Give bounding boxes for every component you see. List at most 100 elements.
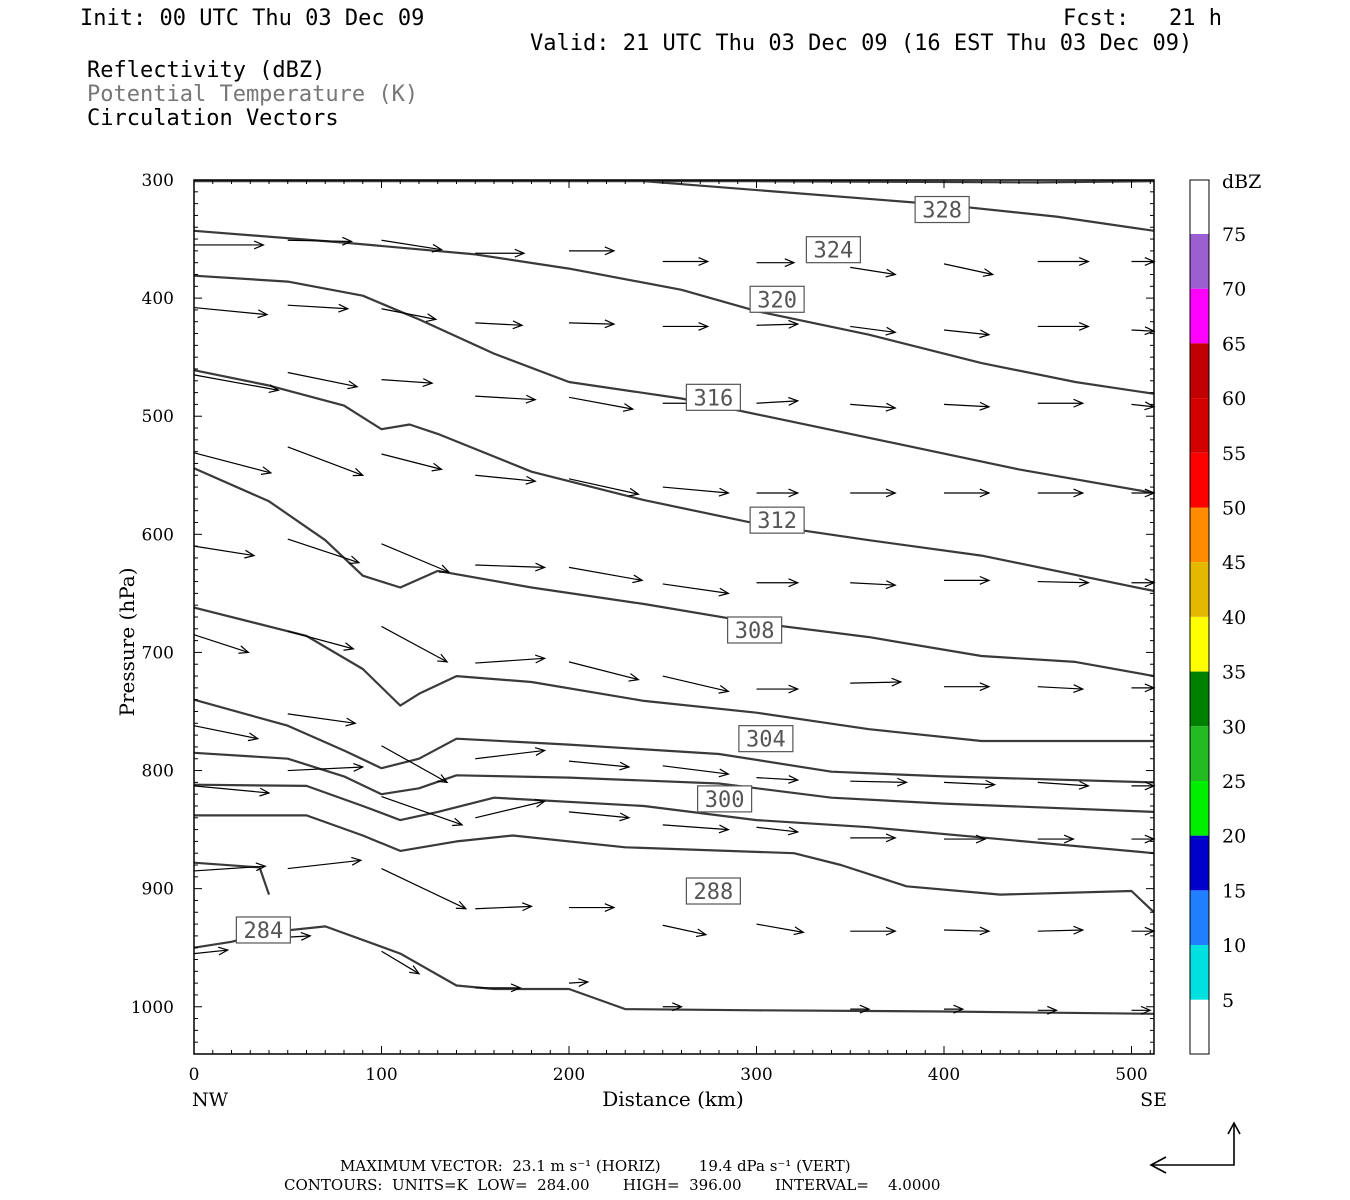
y-tick-label: 400 bbox=[142, 289, 174, 309]
wind-vector bbox=[193, 452, 273, 475]
wind-vector-head bbox=[787, 826, 800, 836]
wind-vector-shaft bbox=[850, 681, 901, 684]
contour-label-box bbox=[749, 506, 805, 534]
colorbar-label: 40 bbox=[1222, 607, 1246, 629]
wind-vector-head bbox=[982, 268, 995, 277]
contour-label: 320 bbox=[749, 285, 805, 313]
wind-vector-head bbox=[979, 401, 991, 411]
contour-label-text: 312 bbox=[757, 509, 797, 534]
wind-vector bbox=[1037, 834, 1075, 844]
isentrope-line bbox=[193, 925, 1155, 1015]
wind-vector-head bbox=[534, 747, 547, 756]
wind-vector-shaft bbox=[662, 583, 729, 594]
wind-vector-head bbox=[619, 812, 631, 822]
wind-vector-shaft bbox=[381, 795, 463, 826]
wind-vector bbox=[475, 654, 547, 664]
wind-vector-head bbox=[885, 833, 897, 843]
wind-vector-shaft bbox=[850, 325, 896, 333]
wind-vector-shaft bbox=[287, 713, 356, 724]
colorbar-swatch bbox=[1190, 234, 1209, 289]
colorbar-swatch bbox=[1190, 726, 1209, 781]
wind-vector-head bbox=[521, 902, 534, 912]
isentrope-line bbox=[193, 698, 1155, 784]
wind-vector-head bbox=[534, 654, 547, 664]
wind-vector-head bbox=[979, 575, 991, 585]
wind-vector bbox=[850, 325, 897, 336]
wind-vector bbox=[568, 811, 631, 822]
wind-vector bbox=[1037, 257, 1090, 266]
wind-vector-shaft bbox=[662, 675, 729, 692]
wind-vector-head bbox=[885, 402, 897, 412]
wind-vector bbox=[568, 478, 640, 497]
colorbar: 75 70 65 60 55 50 45 40 35 30 25 20 15 10 5 dBZ bbox=[1189, 171, 1261, 1055]
wind-vector-head bbox=[268, 384, 280, 394]
wind-vector-shaft bbox=[381, 239, 442, 251]
wind-vector-shaft bbox=[287, 446, 363, 476]
wind-vector-head bbox=[604, 246, 616, 256]
colorbar-label: 65 bbox=[1222, 333, 1246, 355]
wind-vector bbox=[850, 1004, 871, 1014]
wind-vector bbox=[381, 795, 464, 827]
wind-vector-head bbox=[628, 487, 640, 497]
wind-vector bbox=[287, 538, 361, 565]
wind-vector-head bbox=[431, 243, 444, 253]
wind-vector-head bbox=[512, 320, 524, 330]
scale-key-line bbox=[1151, 1123, 1235, 1166]
wind-vector bbox=[193, 785, 271, 797]
wind-vector-shaft bbox=[287, 304, 348, 310]
wind-vector bbox=[475, 562, 547, 572]
wind-vector-head bbox=[1073, 684, 1085, 694]
wind-vector-shaft bbox=[193, 725, 258, 740]
wind-vector-shaft bbox=[568, 322, 615, 325]
contour-label-box bbox=[685, 877, 741, 905]
wind-vector-shaft bbox=[756, 777, 798, 781]
x-tick-label: 0 bbox=[189, 1065, 200, 1085]
isentrope-line bbox=[193, 229, 1155, 395]
wind-vector-head bbox=[260, 466, 273, 475]
wind-vector-head bbox=[347, 380, 359, 390]
wind-vector-head bbox=[257, 309, 269, 319]
wind-vector-head bbox=[718, 768, 730, 778]
wind-vector bbox=[1037, 322, 1090, 331]
wind-vector-head bbox=[979, 488, 991, 498]
wind-vector-head bbox=[514, 248, 526, 258]
wind-vector-shaft bbox=[568, 661, 639, 681]
wind-vector-head bbox=[244, 549, 256, 559]
wind-vector bbox=[1037, 684, 1085, 694]
wind-vector-shaft bbox=[381, 308, 436, 320]
isentrope-layer bbox=[193, 180, 1155, 1015]
contour-info-text: CONTOURS: UNITS=K LOW= 284.00 HIGH= 396.… bbox=[284, 1176, 941, 1194]
wind-vector-shaft bbox=[287, 766, 363, 772]
wind-vector-head bbox=[1073, 925, 1085, 935]
wind-vector bbox=[850, 402, 897, 412]
colorbar-label: 15 bbox=[1222, 880, 1246, 902]
wind-vector-head bbox=[885, 926, 897, 936]
wind-vector-head bbox=[632, 574, 644, 584]
wind-vector bbox=[381, 239, 444, 253]
wind-vector-shaft bbox=[943, 263, 993, 276]
wind-vector bbox=[287, 630, 355, 651]
wind-vector-head bbox=[338, 303, 350, 313]
wind-vector-shaft bbox=[1131, 329, 1155, 332]
y-tick-label: 500 bbox=[142, 407, 174, 427]
wind-vector-head bbox=[953, 1004, 965, 1014]
wind-vector-head bbox=[1073, 398, 1085, 408]
wind-vector-shaft bbox=[287, 630, 354, 650]
wind-vector bbox=[944, 488, 991, 498]
contour-label-text: 316 bbox=[694, 386, 734, 411]
wind-vector bbox=[850, 677, 903, 687]
isentrope-line bbox=[193, 467, 1155, 678]
wind-vector-shaft bbox=[943, 403, 990, 408]
wind-vector bbox=[287, 371, 359, 390]
wind-vector-head bbox=[218, 946, 230, 956]
contour-label: 312 bbox=[749, 506, 805, 534]
wind-vector bbox=[756, 684, 800, 694]
wind-vector-head bbox=[698, 322, 710, 331]
wind-vector bbox=[943, 263, 995, 277]
wind-vector bbox=[850, 833, 897, 843]
contour-label-layer: 328 324 320 316 312 308 304 300 288 284 bbox=[235, 195, 970, 944]
colorbar-swatch bbox=[1190, 835, 1209, 891]
contour-label: 316 bbox=[685, 383, 741, 411]
wind-vector bbox=[1131, 1005, 1152, 1015]
